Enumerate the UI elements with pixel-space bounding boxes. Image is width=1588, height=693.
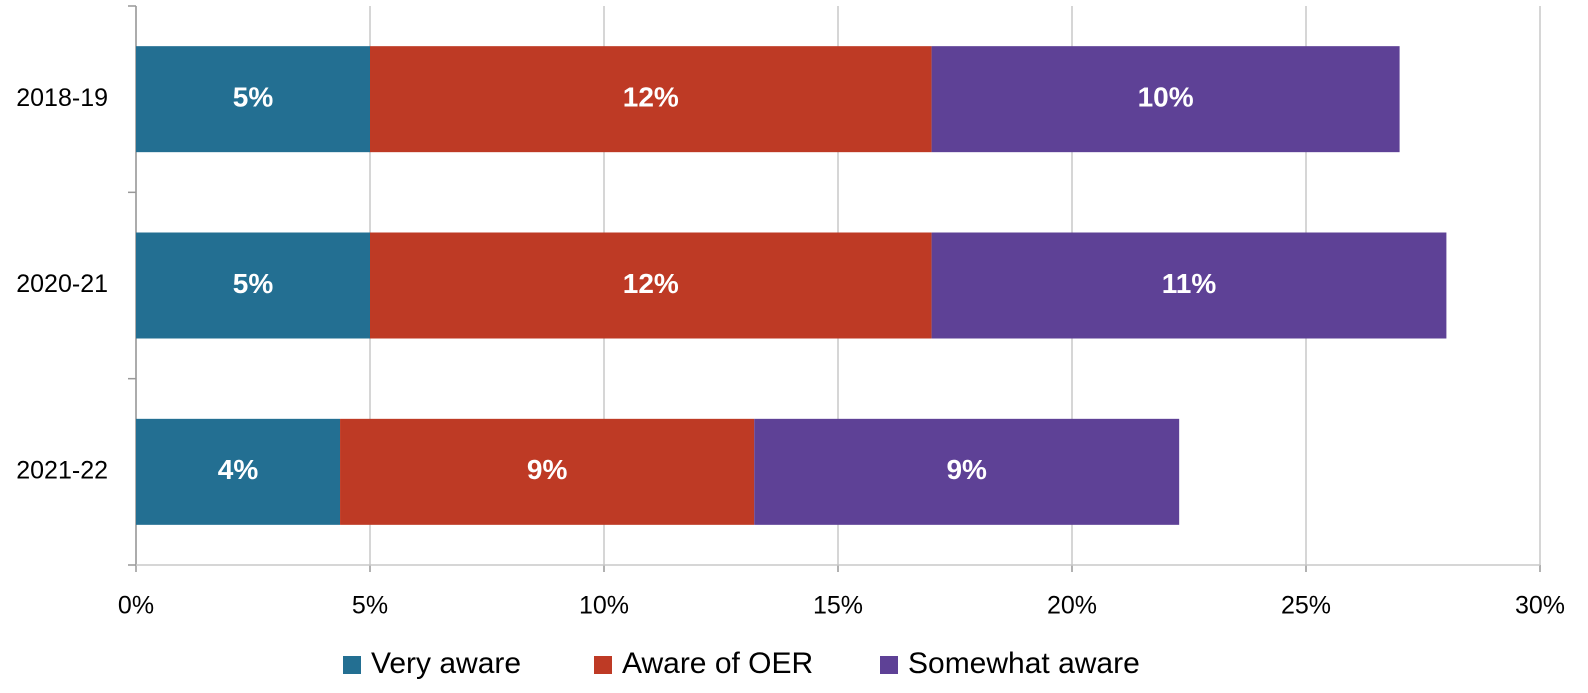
data-label: 5% <box>233 268 274 299</box>
bar-segment <box>754 418 1180 525</box>
legend-swatch <box>343 656 361 674</box>
legend-swatch <box>880 656 898 674</box>
x-tick-label: 15% <box>813 592 863 620</box>
bar-segment <box>370 46 932 153</box>
legend-swatch <box>594 656 612 674</box>
bar-segment <box>136 418 341 525</box>
bar-segment <box>136 232 370 339</box>
data-label: 9% <box>527 454 568 485</box>
bar-segment <box>136 46 370 153</box>
data-label: 12% <box>623 82 679 113</box>
x-tick-label: 0% <box>118 592 154 620</box>
x-tick-label: 25% <box>1281 592 1331 620</box>
legend-label: Very aware <box>371 647 521 680</box>
bar-segment <box>931 232 1447 339</box>
data-label: 5% <box>233 82 274 113</box>
x-tick-label: 5% <box>352 592 388 620</box>
y-tick-label: 2018-19 <box>16 84 108 112</box>
data-label: 4% <box>218 454 259 485</box>
data-label: 9% <box>946 454 987 485</box>
data-label: 12% <box>623 268 679 299</box>
data-label: 11% <box>1162 268 1217 299</box>
legend-label: Aware of OER <box>622 647 813 680</box>
bar-segment <box>931 46 1400 153</box>
y-tick-label: 2020-21 <box>16 270 108 298</box>
y-tick-label: 2021-22 <box>16 456 108 484</box>
data-label: 10% <box>1138 82 1194 113</box>
x-tick-label: 30% <box>1515 592 1565 620</box>
legend-label: Somewhat aware <box>908 647 1140 680</box>
x-tick-label: 10% <box>579 592 629 620</box>
x-tick-label: 20% <box>1047 592 1097 620</box>
bar-segment <box>340 418 755 525</box>
bar-segment <box>370 232 932 339</box>
